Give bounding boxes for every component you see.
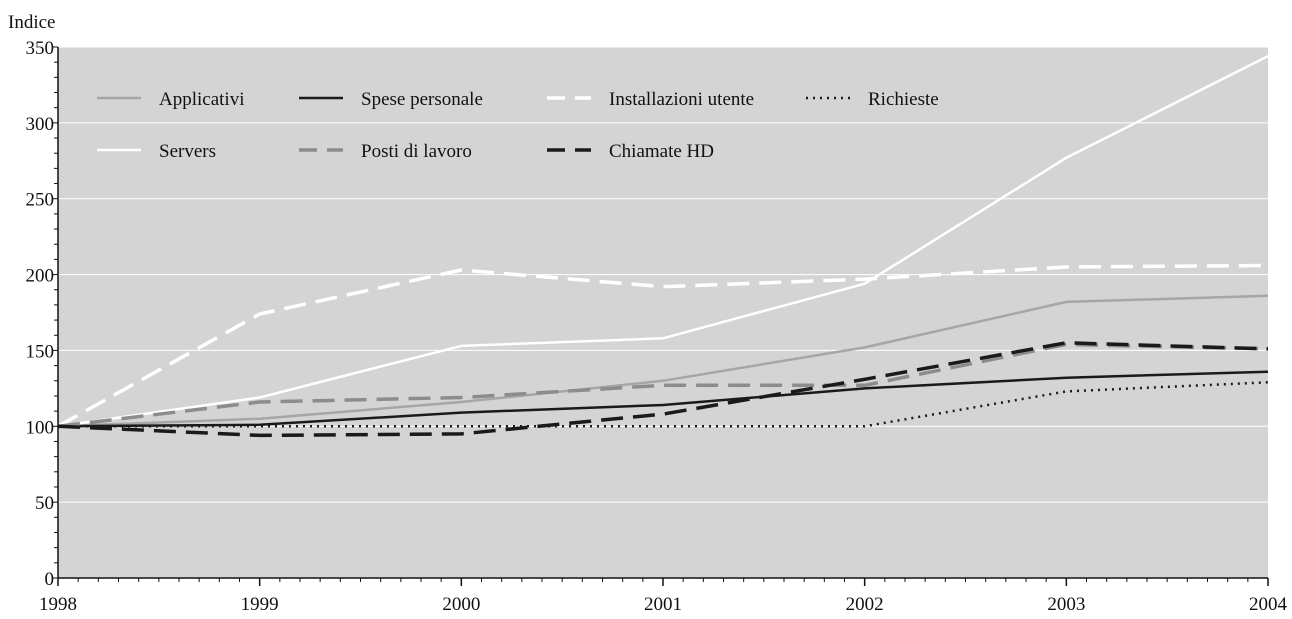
- x-tick-label: 2002: [846, 594, 884, 615]
- y-tick-label: 300: [26, 114, 55, 135]
- legend-label: Applicativi: [159, 89, 244, 110]
- y-tick-label: 200: [26, 266, 55, 287]
- series-line-spese-personale: [57, 370, 1269, 428]
- y-tick-label: 350: [26, 38, 55, 59]
- x-tick-label: 2000: [442, 594, 480, 615]
- x-tick-label: 2003: [1047, 594, 1085, 615]
- series-line-installazioni-utente: [57, 263, 1269, 428]
- legend-label: Chiamate HD: [609, 141, 714, 162]
- series-line-chiamate-hd: [57, 341, 1269, 438]
- series-line-servers: [57, 54, 1269, 428]
- legend-label: Servers: [159, 141, 216, 162]
- legend-label: Posti di lavoro: [361, 141, 472, 162]
- x-tick-label: 2004: [1249, 594, 1288, 615]
- y-axis-title: Indice: [8, 12, 55, 33]
- axes: 0 50 100 150 200 250 300 350 1998 1999 2000 2001 200…: [26, 38, 1288, 615]
- series-lines: [57, 54, 1269, 438]
- y-tick-label: 250: [26, 190, 55, 211]
- legend-label: Spese personale: [361, 89, 483, 110]
- legend: Applicativi Spese personale Installazioni …: [97, 89, 939, 162]
- series-line-applicativi: [57, 294, 1269, 428]
- y-tick-label: 50: [35, 493, 54, 514]
- x-tick-label: 1999: [241, 594, 279, 615]
- y-tick-label: 100: [26, 417, 55, 438]
- x-tick-label: 2001: [644, 594, 682, 615]
- legend-label: Richieste: [868, 89, 939, 110]
- plot-area: [58, 47, 1268, 578]
- legend-label: Installazioni utente: [609, 89, 754, 110]
- y-tick-label: 0: [45, 569, 55, 590]
- series-line-posti-di-lavoro: [57, 342, 1269, 429]
- x-tick-label: 1998: [39, 594, 77, 615]
- gridlines: [58, 46, 1268, 503]
- y-tick-label: 150: [26, 341, 55, 362]
